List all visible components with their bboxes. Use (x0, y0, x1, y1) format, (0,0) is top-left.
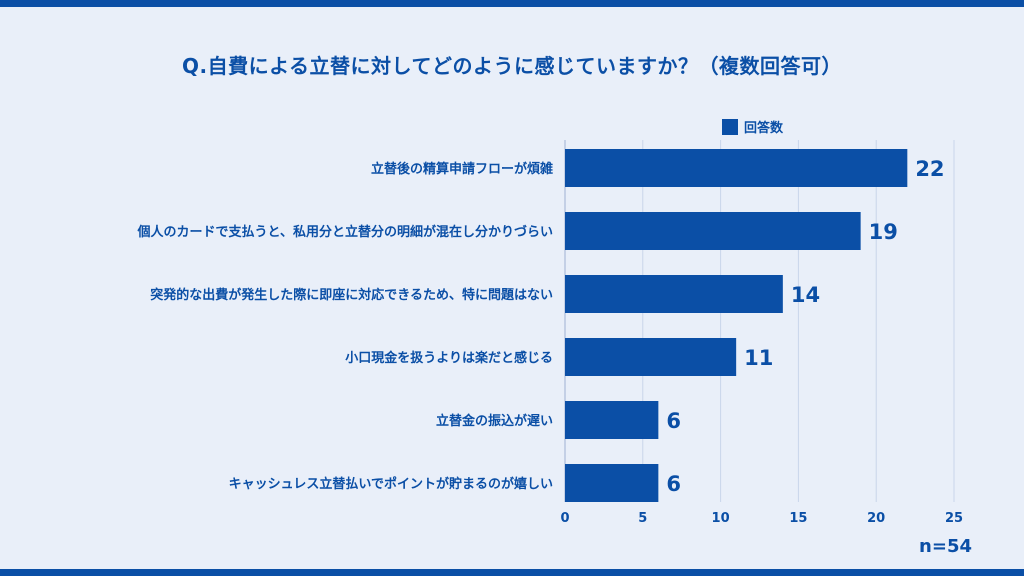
category-label: 立替金の振込が遅い (436, 413, 553, 429)
legend-swatch (722, 119, 738, 135)
top-border (0, 0, 1024, 7)
data-label: 19 (869, 220, 898, 244)
x-tick-label: 0 (560, 511, 569, 526)
category-label: 小口現金を扱うよりは楽だと感じる (345, 350, 553, 366)
bottom-border (0, 569, 1024, 576)
x-tick-label: 20 (867, 511, 885, 526)
data-label: 14 (791, 283, 820, 307)
data-label: 22 (915, 157, 944, 181)
data-label: 6 (666, 472, 681, 496)
data-label: 6 (666, 409, 681, 433)
bar (565, 401, 659, 439)
category-label: 突発的な出費が発生した際に即座に対応できるため、特に問題はない (150, 287, 553, 303)
x-tick-label: 10 (712, 511, 730, 526)
legend-label: 回答数 (744, 120, 784, 136)
bar (565, 149, 908, 187)
bar (565, 464, 659, 502)
data-label: 11 (744, 346, 773, 370)
category-label: 個人のカードで支払うと、私用分と立替分の明細が混在し分かりづらい (137, 224, 553, 240)
chart-title: Q.自費による立替に対してどのように感じていますか？（複数回答可） (182, 54, 842, 78)
bar (565, 275, 783, 313)
sample-size-note: n=54 (919, 536, 972, 557)
x-tick-label: 15 (789, 511, 807, 526)
bar (565, 338, 737, 376)
category-label: 立替後の精算申請フローが煩雑 (371, 161, 553, 177)
x-tick-label: 5 (638, 511, 647, 526)
category-label: キャッシュレス立替払いでポイントが貯まるのが嬉しい (229, 476, 553, 492)
x-tick-label: 25 (945, 511, 963, 526)
bar (565, 212, 861, 250)
